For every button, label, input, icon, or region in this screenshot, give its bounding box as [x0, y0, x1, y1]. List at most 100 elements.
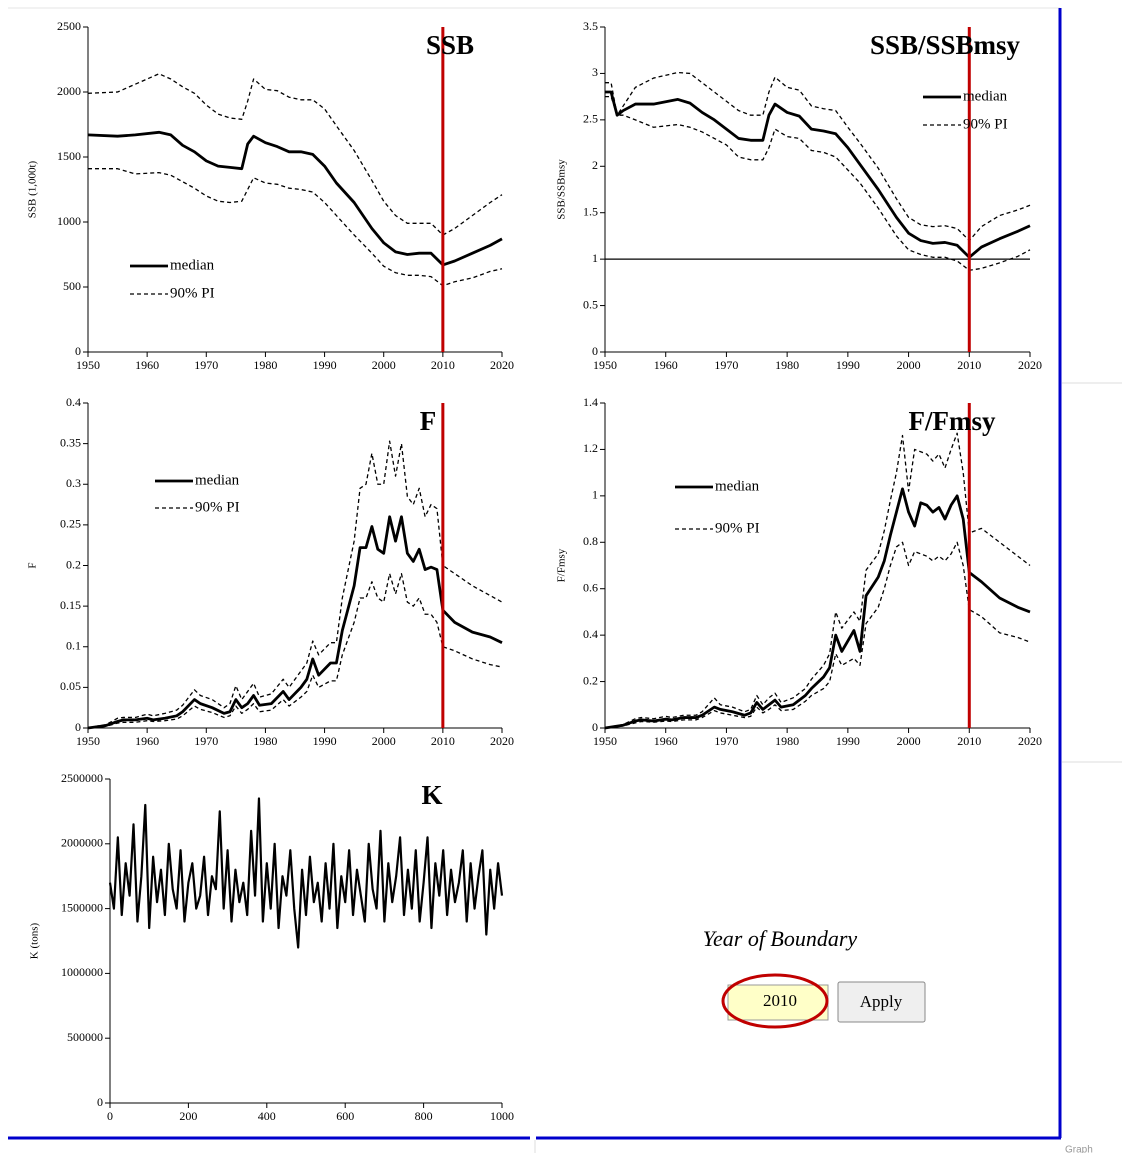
x-tick-label: 800 — [415, 1109, 433, 1123]
x-tick-label: 1960 — [654, 358, 678, 372]
x-tick-label: 1970 — [194, 358, 218, 372]
x-tick-label: 1970 — [714, 734, 738, 748]
y-tick-label: 0.6 — [583, 580, 598, 594]
series-line — [604, 541, 1031, 729]
series-line — [604, 432, 1031, 729]
y-tick-label: 2000 — [57, 84, 81, 98]
x-tick-label: 1000 — [490, 1109, 514, 1123]
y-tick-label: 1500 — [57, 149, 81, 163]
x-tick-label: 1950 — [76, 358, 100, 372]
legend-label: 90% PI — [170, 285, 215, 301]
y-axis-label: F — [27, 562, 39, 568]
x-tick-label: 1990 — [313, 734, 337, 748]
y-tick-label: 0.2 — [583, 673, 598, 687]
y-axis-label: SSB/SSBmsy — [556, 159, 568, 220]
x-tick-label: 1970 — [194, 734, 218, 748]
y-tick-label: 0 — [592, 344, 598, 358]
x-tick-label: 2000 — [372, 358, 396, 372]
legend-label: 90% PI — [963, 116, 1008, 132]
legend-label: median — [715, 478, 760, 494]
y-axis-label: K (tons) — [29, 922, 41, 959]
y-tick-label: 1 — [592, 251, 598, 265]
footer-label: Graph — [1065, 1145, 1093, 1153]
chart-title: F — [420, 406, 437, 436]
x-tick-label: 1990 — [313, 358, 337, 372]
series-line — [87, 572, 503, 729]
x-tick-label: 1960 — [135, 734, 159, 748]
x-tick-label: 2010 — [957, 358, 981, 372]
apply-button-label[interactable]: Apply — [860, 992, 903, 1011]
y-tick-label: 1.5 — [583, 204, 598, 218]
x-tick-label: 2020 — [490, 358, 514, 372]
y-axis-label: SSB (1,000t) — [27, 160, 39, 218]
legend-label: median — [195, 472, 240, 488]
x-tick-label: 1980 — [253, 734, 277, 748]
x-tick-label: 2020 — [1018, 734, 1042, 748]
chart-title: F/Fmsy — [909, 406, 996, 436]
y-tick-label: 0.4 — [66, 395, 81, 409]
y-tick-label: 500000 — [67, 1030, 103, 1044]
x-tick-label: 200 — [179, 1109, 197, 1123]
y-tick-label: 2500 — [57, 19, 81, 33]
y-axis-label: F/Fmsy — [556, 548, 568, 582]
y-tick-label: 1.2 — [583, 441, 598, 455]
x-tick-label: 2000 — [897, 734, 921, 748]
legend-label: 90% PI — [715, 520, 760, 536]
series-line — [87, 440, 503, 729]
y-tick-label: 0.35 — [60, 435, 81, 449]
boundary-label: Year of Boundary — [703, 926, 858, 951]
x-tick-label: 2010 — [431, 734, 455, 748]
x-tick-label: 1950 — [76, 734, 100, 748]
y-tick-label: 0 — [75, 720, 81, 734]
series-line — [605, 95, 1031, 271]
x-tick-label: 2020 — [1018, 358, 1042, 372]
x-tick-label: 1950 — [593, 358, 617, 372]
series-line — [108, 797, 504, 949]
series-line — [604, 487, 1031, 730]
y-tick-label: 3.5 — [583, 19, 598, 33]
series-line — [88, 168, 503, 287]
legend-label: median — [170, 257, 215, 273]
x-tick-label: 1980 — [775, 358, 799, 372]
highlight-ellipse — [721, 973, 829, 1029]
y-tick-label: 1000 — [57, 214, 81, 228]
y-tick-label: 0 — [592, 720, 598, 734]
y-tick-label: 0.05 — [60, 679, 81, 693]
y-tick-label: 3 — [592, 65, 598, 79]
series-line — [87, 515, 503, 730]
series-line — [87, 73, 503, 236]
y-tick-label: 1500000 — [61, 900, 103, 914]
chart-title: K — [421, 780, 442, 810]
y-tick-label: 500 — [63, 279, 81, 293]
y-tick-label: 0.3 — [66, 476, 81, 490]
series-line — [605, 90, 1031, 259]
x-tick-label: 2000 — [897, 358, 921, 372]
x-tick-label: 400 — [258, 1109, 276, 1123]
y-tick-label: 0.4 — [583, 627, 598, 641]
x-tick-label: 1980 — [775, 734, 799, 748]
x-tick-label: 1950 — [593, 734, 617, 748]
y-tick-label: 2 — [592, 158, 598, 172]
x-tick-label: 2020 — [490, 734, 514, 748]
x-tick-label: 600 — [336, 1109, 354, 1123]
year-input-value[interactable]: 2010 — [763, 991, 797, 1010]
y-tick-label: 0.15 — [60, 598, 81, 612]
x-tick-label: 1960 — [654, 734, 678, 748]
legend-label: 90% PI — [195, 499, 240, 515]
x-tick-label: 1960 — [135, 358, 159, 372]
apply-button[interactable] — [837, 981, 926, 1023]
y-tick-label: 2000000 — [61, 836, 103, 850]
x-tick-label: 1990 — [836, 358, 860, 372]
y-tick-label: 0.5 — [583, 297, 598, 311]
x-tick-label: 1990 — [836, 734, 860, 748]
x-tick-label: 1980 — [253, 358, 277, 372]
chart-title: SSB — [426, 30, 474, 60]
x-tick-label: 2010 — [957, 734, 981, 748]
y-tick-label: 0 — [97, 1095, 103, 1109]
y-tick-label: 1 — [592, 488, 598, 502]
legend-label: median — [963, 88, 1008, 104]
y-tick-label: 0 — [75, 344, 81, 358]
